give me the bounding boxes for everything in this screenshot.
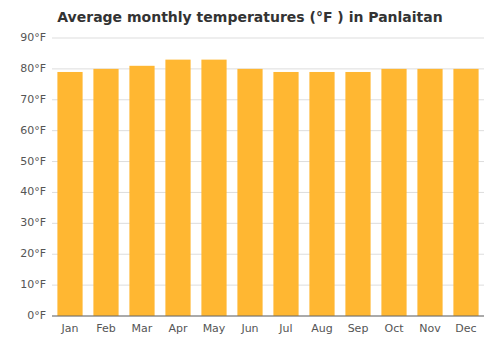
x-tick-label: Apr	[168, 322, 188, 335]
y-tick-label: 0°F	[27, 309, 46, 322]
x-tick-label: Jan	[61, 322, 79, 335]
bars	[57, 60, 478, 316]
y-tick-label: 80°F	[20, 62, 46, 75]
x-tick-label: Jul	[278, 322, 292, 335]
bar	[417, 69, 442, 316]
y-tick-label: 90°F	[20, 31, 46, 44]
x-tick-label: Mar	[132, 322, 153, 335]
y-tick-label: 50°F	[20, 155, 46, 168]
x-tick-label: Dec	[455, 322, 476, 335]
y-tick-label: 30°F	[20, 216, 46, 229]
bar	[309, 72, 334, 316]
x-tick-label: Oct	[384, 322, 404, 335]
bar	[453, 69, 478, 316]
bar	[273, 72, 298, 316]
bar	[129, 66, 154, 316]
x-tick-label: Nov	[419, 322, 441, 335]
x-tick-label: Sep	[348, 322, 369, 335]
y-tick-label: 10°F	[20, 278, 46, 291]
bar	[201, 60, 226, 316]
x-tick-label: Feb	[96, 322, 115, 335]
bar	[381, 69, 406, 316]
y-tick-label: 20°F	[20, 247, 46, 260]
bar	[165, 60, 190, 316]
y-tick-label: 70°F	[20, 93, 46, 106]
x-tick-label: Aug	[311, 322, 332, 335]
y-axis: 0°F 10°F 20°F 30°F 40°F 50°F 60°F 70°F 80°F 90°F	[20, 31, 484, 322]
bar	[57, 72, 82, 316]
bar	[93, 69, 118, 316]
title: Average monthly temperatures (°F ) in Pa…	[57, 9, 442, 25]
y-tick-label: 60°F	[20, 124, 46, 137]
x-tick-label: May	[203, 322, 226, 335]
y-tick-label: 40°F	[20, 185, 46, 198]
chart: Average monthly temperatures (°F ) in Pa…	[0, 0, 500, 350]
x-tick-label: Jun	[240, 322, 258, 335]
bar	[345, 72, 370, 316]
grid-line	[52, 38, 484, 39]
grid-line	[52, 316, 484, 317]
x-axis-line	[52, 316, 484, 317]
bar	[237, 69, 262, 316]
x-axis: Jan Feb Mar Apr May Jun Jul Aug Sep Oct Nov Dec	[52, 316, 484, 335]
